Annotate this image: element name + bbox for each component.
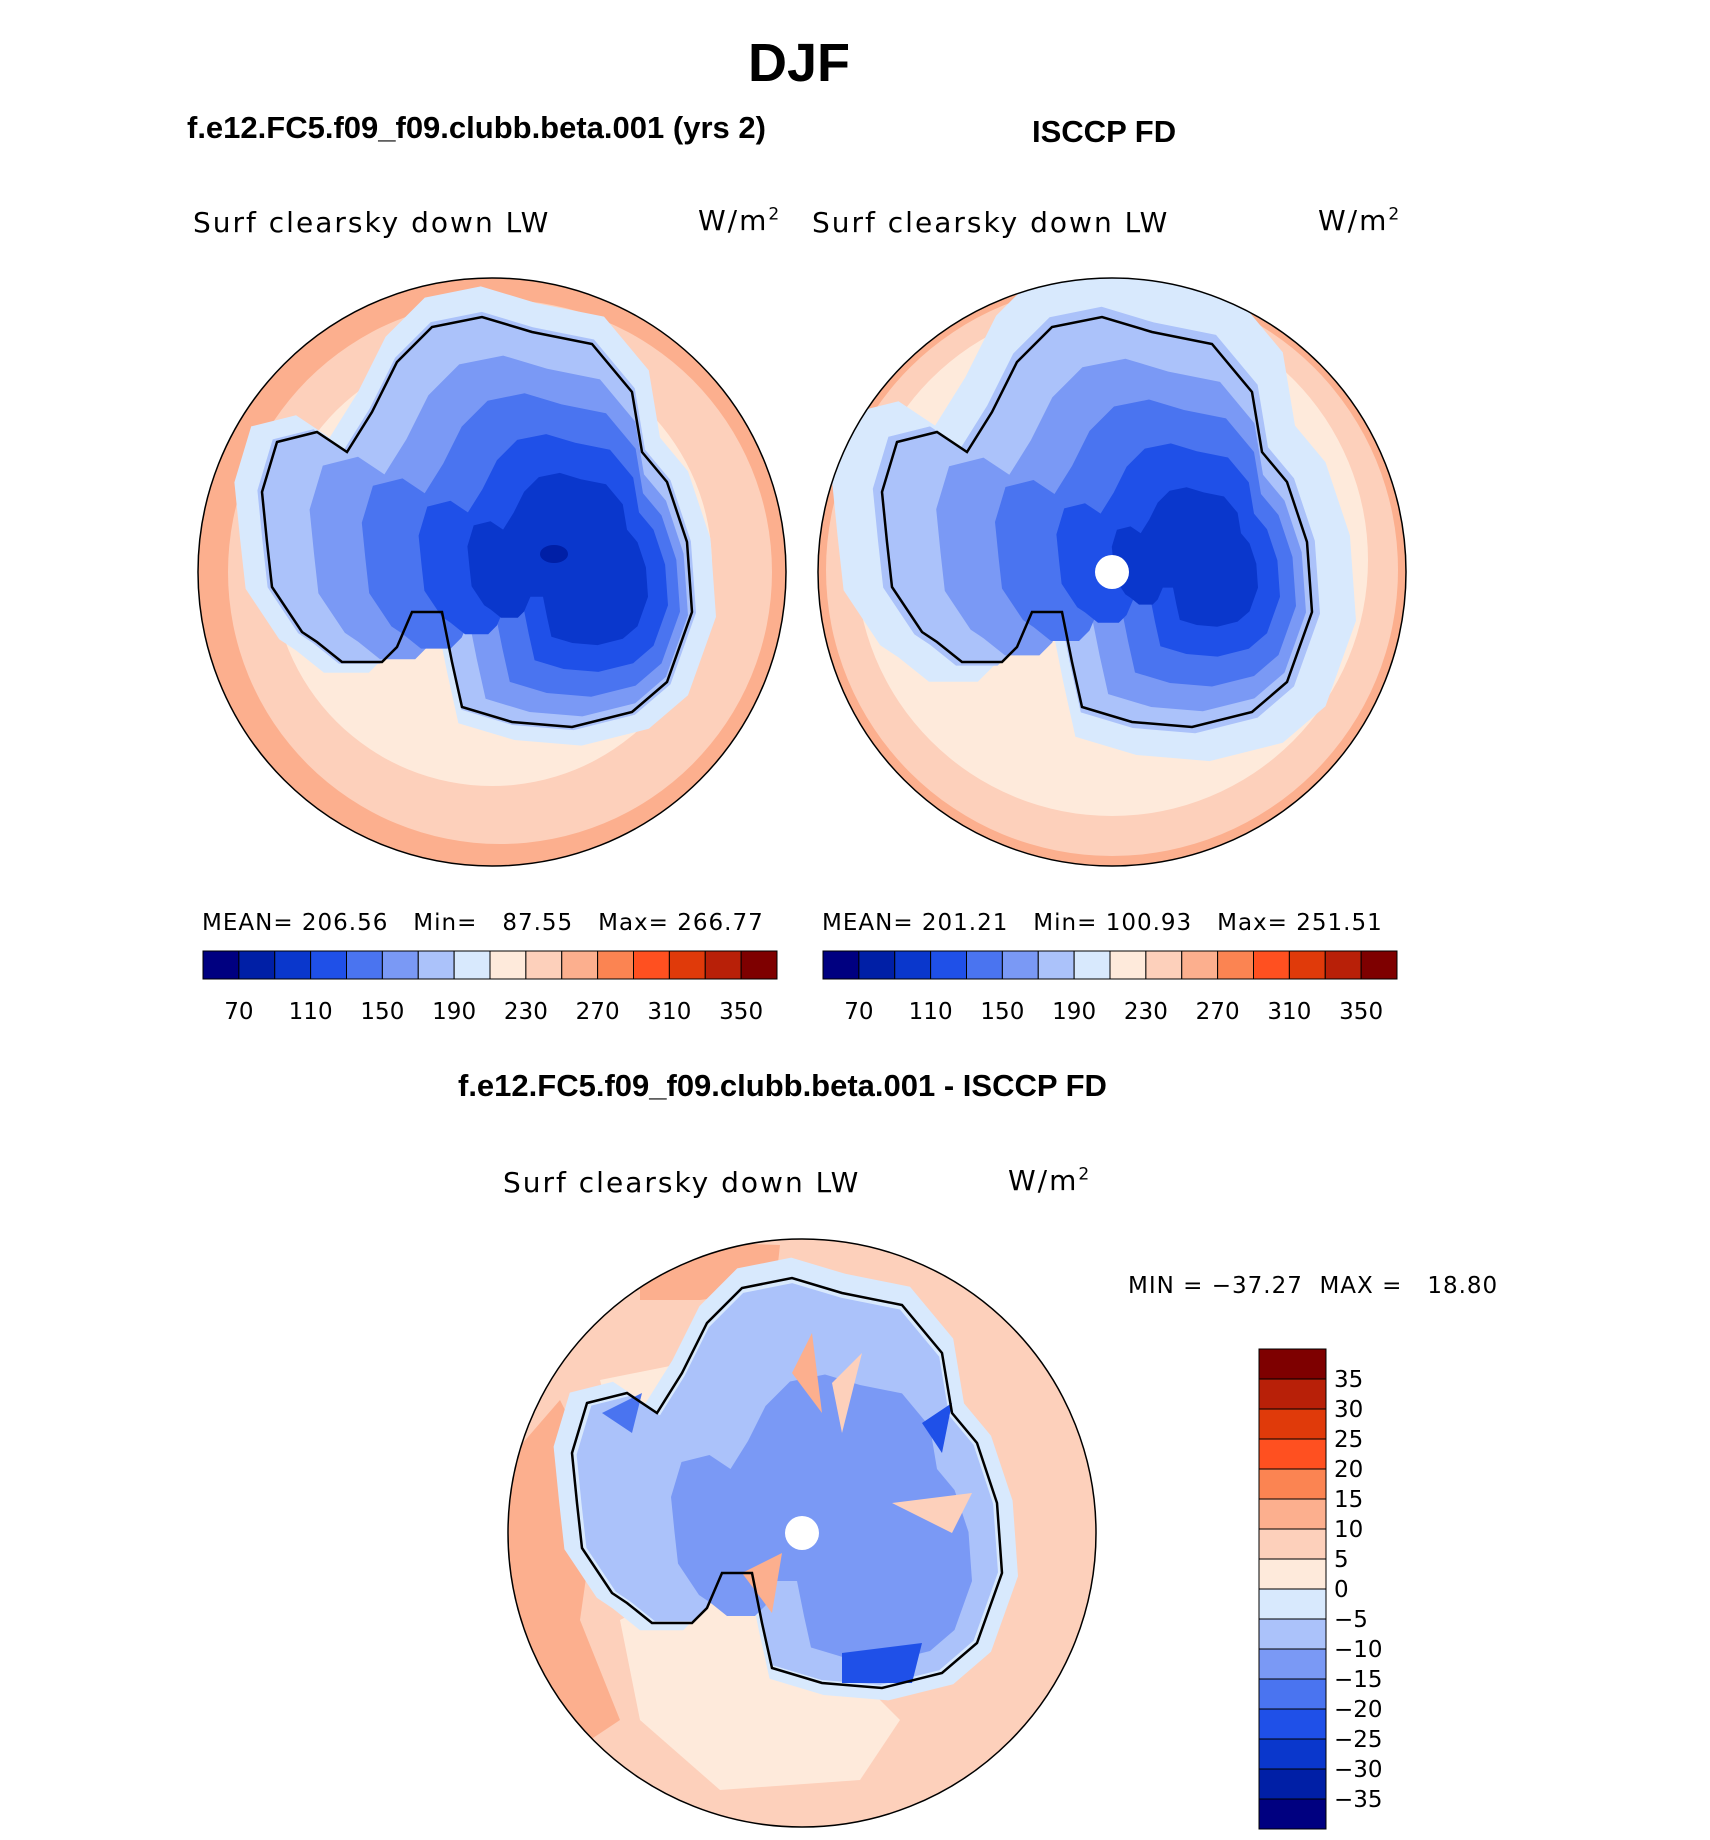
diff-stats: MIN = −37.27 MAX = 18.80 — [1128, 1273, 1499, 1299]
obs-units-label: W/m2 — [1318, 204, 1402, 237]
obs-colorbar-swatch — [894, 950, 932, 980]
diff-colorbar-swatch — [1258, 1678, 1327, 1710]
diff-colorbar-tick-label: −15 — [1334, 1667, 1383, 1693]
obs-colorbar-tick-label: 110 — [909, 999, 953, 1025]
diff-colorbar-swatch — [1258, 1708, 1327, 1740]
obs-colorbar-tick-label: 150 — [980, 999, 1024, 1025]
diff-colorbar-tick-label: 35 — [1334, 1367, 1363, 1393]
obs-colorbar-swatch — [858, 950, 896, 980]
model-colorbar-swatch — [202, 950, 240, 980]
model-colorbar-swatch — [489, 950, 527, 980]
obs-colorbar-tick-label: 70 — [844, 999, 873, 1025]
model-colorbar-swatch — [561, 950, 599, 980]
obs-colorbar-tick-label: 190 — [1052, 999, 1096, 1025]
diff-colorbar-tick-label: 15 — [1334, 1487, 1363, 1513]
model-stats: MEAN= 206.56 Min= 87.55 Max= 266.77 — [202, 910, 764, 936]
model-variable-label: Surf clearsky down LW — [193, 206, 551, 239]
obs-colorbar-swatch — [1001, 950, 1039, 980]
diff-colorbar-tick-label: −25 — [1334, 1727, 1383, 1753]
model-colorbar-swatch — [381, 950, 419, 980]
obs-colorbar-swatch — [1109, 950, 1147, 980]
model-colorbar-tick-label: 350 — [719, 999, 763, 1025]
model-colorbar-tick-label: 70 — [224, 999, 253, 1025]
diff-colorbar-swatch — [1258, 1498, 1327, 1530]
diff-colorbar-swatch — [1258, 1348, 1327, 1380]
obs-colorbar-swatch — [966, 950, 1003, 980]
diff-colorbar-tick-label: −20 — [1334, 1697, 1383, 1723]
model-colorbar-swatch — [453, 950, 491, 980]
model-colorbar-tick-label: 270 — [576, 999, 620, 1025]
diff-units-label: W/m2 — [1008, 1164, 1092, 1197]
diff-variable-label: Surf clearsky down LW — [503, 1166, 861, 1199]
obs-colorbar: 70 110 150 190 230 270 310 350 — [822, 950, 1398, 1025]
model-colorbar: 70 110 150 190 230 270 310 350 — [202, 950, 778, 1025]
diff-colorbar-swatch — [1258, 1618, 1327, 1650]
diff-colorbar-swatch — [1258, 1798, 1327, 1830]
diff-colorbar-tick-label: 10 — [1334, 1517, 1363, 1543]
obs-colorbar-swatch — [1217, 950, 1254, 980]
model-colorbar-tick-label: 310 — [647, 999, 691, 1025]
model-map — [197, 277, 787, 867]
obs-colorbar-swatch — [1181, 950, 1219, 980]
obs-colorbar-swatch — [822, 950, 860, 980]
model-colorbar-swatch — [704, 950, 742, 980]
diff-map — [507, 1238, 1097, 1828]
diff-colorbar-tick-label: 20 — [1334, 1457, 1363, 1483]
diff-colorbar-tick-label: 25 — [1334, 1427, 1363, 1453]
diff-colorbar-swatch — [1258, 1768, 1327, 1800]
diff-colorbar-tick-label: −10 — [1334, 1637, 1383, 1663]
obs-colorbar-swatch — [930, 950, 967, 980]
model-colorbar-tick-label: 150 — [360, 999, 404, 1025]
model-colorbar-swatch — [310, 950, 347, 980]
model-units-label: W/m2 — [698, 204, 782, 237]
model-colorbar-swatch — [740, 950, 778, 980]
obs-colorbar-tick-label: 350 — [1339, 999, 1383, 1025]
diff-colorbar-tick-label: 0 — [1334, 1577, 1349, 1603]
diff-colorbar-swatch — [1258, 1438, 1327, 1470]
diff-colorbar-swatch — [1258, 1558, 1327, 1590]
model-colorbar-swatch — [417, 950, 455, 980]
obs-colorbar-swatch — [1324, 950, 1362, 980]
diff-colorbar-swatch — [1258, 1648, 1327, 1680]
obs-colorbar-swatch — [1253, 950, 1290, 980]
obs-colorbar-tick-label: 230 — [1124, 999, 1168, 1025]
figure-title: DJF — [747, 33, 850, 93]
obs-stats: MEAN= 201.21 Min= 100.93 Max= 251.51 — [822, 910, 1383, 936]
model-case-title: f.e12.FC5.f09_f09.clubb.beta.001 (yrs 2) — [187, 110, 766, 145]
obs-map — [817, 277, 1407, 867]
obs-colorbar-tick-label: 270 — [1196, 999, 1240, 1025]
diff-case-title: f.e12.FC5.f09_f09.clubb.beta.001 - ISCCP… — [458, 1068, 1107, 1103]
diff-colorbar-swatch — [1258, 1408, 1327, 1440]
diff-colorbar-swatch — [1258, 1528, 1327, 1560]
diff-colorbar-swatch — [1258, 1468, 1327, 1500]
model-colorbar-swatch — [525, 950, 563, 980]
diff-colorbar-tick-label: −5 — [1334, 1607, 1368, 1633]
obs-colorbar-tick-label: 310 — [1267, 999, 1311, 1025]
model-colorbar-tick-label: 230 — [504, 999, 548, 1025]
diff-colorbar: −35 −30 −25 −20 −15 −10 −5 0 5 10 15 20 25 30 35 — [1258, 1348, 1383, 1830]
obs-colorbar-swatch — [1288, 950, 1326, 980]
model-colorbar-swatch — [597, 950, 634, 980]
diff-colorbar-tick-label: −35 — [1334, 1787, 1383, 1813]
model-colorbar-tick-label: 110 — [289, 999, 333, 1025]
diff-colorbar-swatch — [1258, 1588, 1327, 1620]
model-colorbar-swatch — [346, 950, 383, 980]
model-colorbar-swatch — [238, 950, 276, 980]
obs-variable-label: Surf clearsky down LW — [812, 206, 1170, 239]
diff-colorbar-tick-label: 5 — [1334, 1547, 1349, 1573]
model-colorbar-swatch — [274, 950, 312, 980]
model-colorbar-swatch — [633, 950, 670, 980]
obs-colorbar-swatch — [1073, 950, 1111, 980]
diff-colorbar-tick-label: 30 — [1334, 1397, 1363, 1423]
diff-colorbar-tick-label: −30 — [1334, 1757, 1383, 1783]
obs-colorbar-swatch — [1037, 950, 1075, 980]
model-colorbar-swatch — [668, 950, 706, 980]
model-colorbar-tick-label: 190 — [432, 999, 476, 1025]
obs-colorbar-swatch — [1145, 950, 1183, 980]
diff-colorbar-swatch — [1258, 1378, 1327, 1410]
diff-colorbar-swatch — [1258, 1738, 1327, 1770]
obs-colorbar-swatch — [1360, 950, 1398, 980]
obs-case-title: ISCCP FD — [1032, 114, 1177, 149]
